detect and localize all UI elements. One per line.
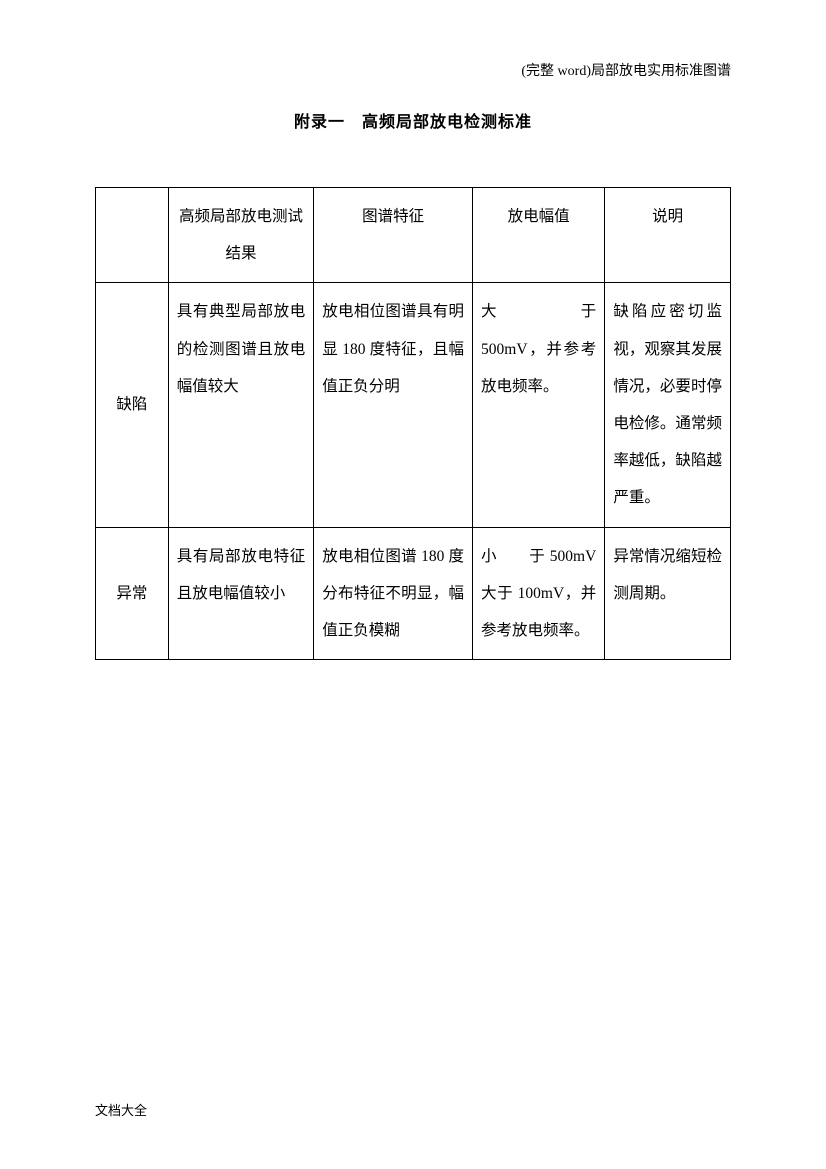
cell-result-1: 具有局部放电特征且放电幅值较小 [168, 527, 314, 660]
header-col2: 高频局部放电测试结果 [168, 188, 314, 283]
header-col1 [96, 188, 169, 283]
page-title: 附录一 高频局部放电检测标准 [95, 108, 731, 132]
header-note: (完整 word)局部放电实用标准图谱 [95, 60, 731, 80]
cell-feature-0: 放电相位图谱具有明显 180 度特征，且幅值正负分明 [314, 283, 473, 527]
row-label-defect: 缺陷 [96, 283, 169, 527]
header-col5: 说明 [605, 188, 731, 283]
table-header-row: 高频局部放电测试结果 图谱特征 放电幅值 说明 [96, 188, 731, 283]
cell-note-1: 异常情况缩短检测周期。 [605, 527, 731, 660]
header-col4: 放电幅值 [473, 188, 605, 283]
standards-table: 高频局部放电测试结果 图谱特征 放电幅值 说明 缺陷 具有典型局部放电的检测图谱… [95, 187, 731, 660]
cell-result-0: 具有典型局部放电的检测图谱且放电幅值较大 [168, 283, 314, 527]
table-row: 缺陷 具有典型局部放电的检测图谱且放电幅值较大 放电相位图谱具有明显 180 度… [96, 283, 731, 527]
cell-note-0: 缺陷应密切监视，观察其发展情况，必要时停电检修。通常频率越低，缺陷越严重。 [605, 283, 731, 527]
row-label-abnormal: 异常 [96, 527, 169, 660]
cell-feature-1: 放电相位图谱 180 度分布特征不明显，幅值正负模糊 [314, 527, 473, 660]
footer-note: 文档大全 [95, 1100, 147, 1119]
header-col3: 图谱特征 [314, 188, 473, 283]
cell-amplitude-0: 大 于 500mV，并参考放电频率。 [473, 283, 605, 527]
cell-amplitude-1: 小 于 500mV 大于 100mV，并参考放电频率。 [473, 527, 605, 660]
table-row: 异常 具有局部放电特征且放电幅值较小 放电相位图谱 180 度分布特征不明显，幅… [96, 527, 731, 660]
